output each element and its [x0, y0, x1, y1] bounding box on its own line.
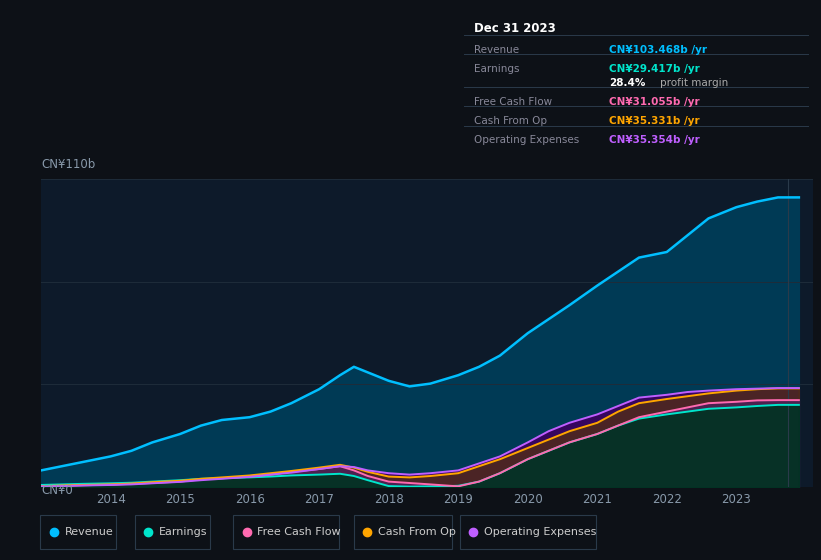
Text: CN¥35.354b /yr: CN¥35.354b /yr: [608, 136, 699, 146]
Text: Revenue: Revenue: [65, 527, 113, 537]
Text: Earnings: Earnings: [159, 527, 208, 537]
Text: Operating Expenses: Operating Expenses: [475, 136, 580, 146]
Text: 28.4%: 28.4%: [608, 78, 645, 87]
Text: Free Cash Flow: Free Cash Flow: [475, 97, 553, 107]
Text: CN¥31.055b /yr: CN¥31.055b /yr: [608, 97, 699, 107]
Text: CN¥110b: CN¥110b: [41, 158, 95, 171]
Text: Earnings: Earnings: [475, 64, 520, 74]
Text: CN¥35.331b /yr: CN¥35.331b /yr: [608, 116, 699, 126]
Text: Operating Expenses: Operating Expenses: [484, 527, 596, 537]
Text: CN¥0: CN¥0: [41, 484, 73, 497]
Text: CN¥103.468b /yr: CN¥103.468b /yr: [608, 45, 707, 55]
Text: Dec 31 2023: Dec 31 2023: [475, 22, 556, 35]
Text: Free Cash Flow: Free Cash Flow: [257, 527, 341, 537]
Text: Revenue: Revenue: [475, 45, 520, 55]
Text: Cash From Op: Cash From Op: [378, 527, 456, 537]
Text: Cash From Op: Cash From Op: [475, 116, 548, 126]
Text: profit margin: profit margin: [660, 78, 729, 87]
Text: CN¥29.417b /yr: CN¥29.417b /yr: [608, 64, 699, 74]
